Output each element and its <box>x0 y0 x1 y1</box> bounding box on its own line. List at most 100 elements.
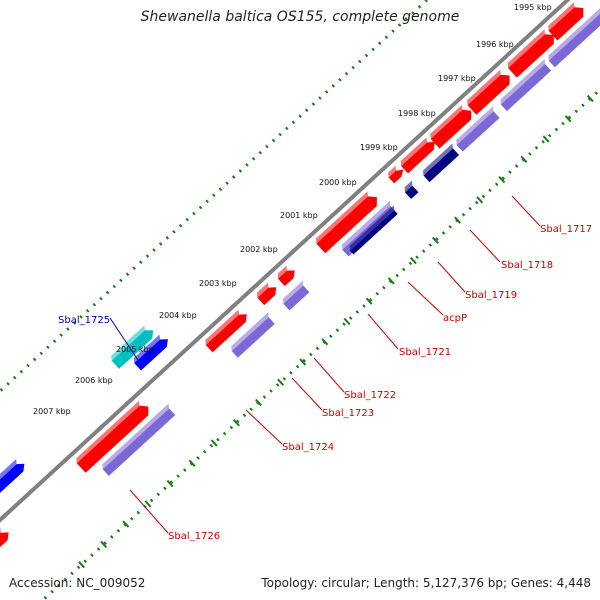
cds-sbal1721-small-body <box>278 270 295 287</box>
cds-sbal1721-small-face <box>277 265 287 279</box>
orf-sbal1726-face <box>102 403 170 470</box>
inner-major-tick <box>78 560 86 569</box>
inner-major-tick <box>299 358 307 366</box>
outer-tick-ruler <box>0 0 430 394</box>
orf-sbal1723-face <box>282 280 304 304</box>
cds-sbal1717-body <box>467 74 510 115</box>
orf-sbal1723-body <box>283 285 310 311</box>
inner-major-tick <box>210 439 218 447</box>
cds-sbal1717-face <box>467 69 501 106</box>
cds-sbal1725-rev-body <box>134 339 168 371</box>
cds-sbal1716-body <box>508 34 554 78</box>
trna-sbal1725-body <box>111 330 154 369</box>
cds-sbal1719 <box>400 137 435 174</box>
label-leader-line <box>469 229 501 263</box>
cds-sbal1719-face <box>400 137 428 166</box>
cds-acpP-region-face <box>315 191 369 244</box>
inner-major-tick <box>166 479 174 488</box>
kbp-label: 2001 kbp <box>280 211 318 220</box>
genome-backbone <box>0 0 571 523</box>
cds-sbal1726 <box>76 400 149 473</box>
kbp-label: 2000 kbp <box>319 178 357 187</box>
label-leader-line <box>109 317 139 361</box>
kbp-label: 2005 kbp <box>116 345 154 354</box>
gene-label: Sbal_1719 <box>465 290 517 301</box>
inner-major-tick <box>586 94 594 103</box>
cds-sbal1722-face <box>256 282 269 298</box>
dark-acpP-face <box>404 180 413 193</box>
cds-sbal1718 <box>430 104 472 149</box>
kbp-label: 2006 kbp <box>75 376 113 385</box>
inner-major-tick <box>542 135 550 143</box>
cds-reverse-left-body <box>0 463 25 493</box>
orf-sbal1718-face <box>456 106 494 146</box>
cds-sbal1725-rev <box>133 334 168 371</box>
dark-acpP <box>404 180 419 199</box>
cds-left-edge-body <box>0 532 9 548</box>
kbp-label: 2007 kbp <box>33 407 71 416</box>
orf-sbal1726-body <box>102 408 176 476</box>
label-leader-line <box>313 357 345 393</box>
gene-label: Sbal_1725 <box>58 315 110 326</box>
inner-major-tick <box>454 216 462 224</box>
inner-major-tick <box>188 459 196 467</box>
trna-sbal1725-face <box>111 325 145 361</box>
orf-next <box>548 8 600 68</box>
orf-sbal1724-body <box>231 317 275 358</box>
label-leader-line <box>245 409 283 445</box>
orf-sbal1721-face <box>341 200 391 250</box>
gene-label: Sbal_1724 <box>282 442 334 453</box>
inner-major-tick <box>520 155 528 163</box>
inner-major-tick <box>365 297 373 305</box>
kbp-label: 2003 kbp <box>199 279 237 288</box>
cds-sbal1724-body <box>205 314 247 353</box>
map-title: Shewanella baltica OS155, complete genom… <box>140 9 460 25</box>
cds-acpP-body <box>388 169 404 184</box>
kbp-label: 1997 kbp <box>438 74 476 83</box>
orf-sbal1723 <box>282 280 310 311</box>
orf-sbal1724-face <box>231 312 269 352</box>
kbp-label: 2004 kbp <box>159 311 197 320</box>
orf-next-body <box>548 13 600 68</box>
gene-label: Sbal_1718 <box>501 260 553 271</box>
gene-label: Sbal_1723 <box>322 408 374 419</box>
cds-sbal1718-face <box>430 104 463 139</box>
kbp-label: 1995 kbp <box>514 3 552 12</box>
cds-reverse-left-face <box>0 459 17 480</box>
cds-left-edge-face <box>0 527 1 534</box>
inner-major-tick <box>564 115 572 123</box>
dark-sbal1721-face <box>349 205 395 251</box>
kbp-label: 1999 kbp <box>360 143 398 152</box>
inner-major-tick <box>277 378 285 386</box>
orf-next-face <box>548 8 600 61</box>
inner-major-tick <box>100 540 108 548</box>
kbp-label-layer: 1995 kbp 1996 kbp 1997 kbp 1998 kbp 1999 kbp… <box>33 3 552 416</box>
inner-major-tick <box>122 520 130 528</box>
label-leader-line <box>291 377 323 411</box>
label-leader-line <box>367 313 399 350</box>
gene-label: Sbal_1726 <box>168 531 220 542</box>
cds-sbal1725-rev-face <box>133 334 161 364</box>
cds-next <box>548 2 584 41</box>
orf-sbal1726 <box>102 403 176 476</box>
inner-major-tick <box>232 419 240 427</box>
cds-reverse-left <box>0 459 25 493</box>
accession-text: Accession: NC_009052 <box>9 576 146 590</box>
gene-label: Sbal_1717 <box>540 224 592 235</box>
inner-major-tick <box>498 175 506 184</box>
trna-sbal1725 <box>111 325 154 369</box>
cds-sbal1726-body <box>76 405 149 473</box>
inner-tick-ruler <box>43 87 600 600</box>
cds-sbal1722-body <box>257 287 277 306</box>
kbp-label: 1996 kbp <box>476 40 514 49</box>
kbp-label: 2002 kbp <box>240 245 278 254</box>
label-leader-line <box>437 261 466 293</box>
genome-summary-text: Topology: circular; Length: 5,127,376 bp… <box>261 576 591 590</box>
cds-next-body <box>548 7 584 41</box>
gene-label: Sbal_1722 <box>344 390 396 401</box>
inner-major-tick <box>343 317 351 326</box>
cds-sbal1726-face <box>76 400 140 464</box>
label-leader-line <box>129 489 169 534</box>
cds-sbal1724-face <box>205 309 240 345</box>
